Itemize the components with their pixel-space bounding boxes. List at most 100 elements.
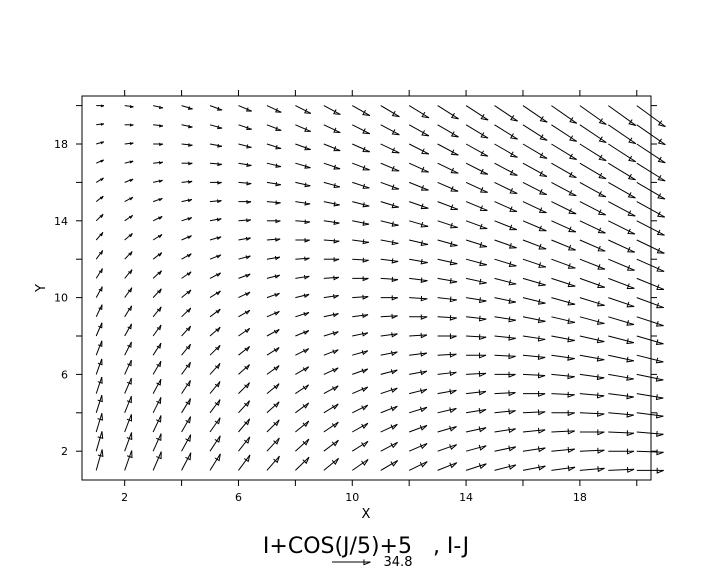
- vector-arrow: [95, 449, 103, 471]
- y-tick-label: 6: [61, 368, 68, 381]
- vector-arrow: [551, 201, 577, 215]
- vector-arrow-head: [391, 350, 398, 356]
- vector-arrow: [352, 368, 368, 375]
- vector-arrow-head: [126, 414, 133, 422]
- vector-arrow-head: [480, 113, 489, 121]
- vector-arrow: [95, 431, 103, 452]
- vector-arrow: [380, 201, 399, 208]
- vector-arrow-head: [449, 259, 458, 266]
- vector-arrow: [636, 220, 665, 236]
- vector-arrow: [466, 335, 487, 338]
- vector-arrow-head: [508, 334, 516, 341]
- vector-arrow: [522, 181, 548, 195]
- vector-arrow-head: [304, 256, 310, 262]
- y-tick-label: 10: [54, 292, 68, 305]
- vector-arrow-head: [217, 199, 222, 204]
- vector-arrow: [522, 316, 546, 322]
- vector-arrow: [494, 201, 518, 213]
- vector-arrow: [238, 162, 252, 166]
- vector-arrow-head: [274, 274, 281, 279]
- vector-arrow: [152, 433, 162, 452]
- vector-arrow: [437, 371, 457, 375]
- vector-arrow-head: [420, 351, 428, 357]
- vector-arrow-head: [421, 130, 430, 137]
- vector-arrow-head: [245, 236, 251, 241]
- vector-arrow-head: [596, 337, 605, 344]
- vector-arrow-head: [419, 406, 428, 413]
- vector-arrow: [323, 331, 339, 337]
- vector-arrow: [209, 417, 221, 433]
- vector-arrow-head: [156, 451, 162, 460]
- vector-arrow-head: [303, 348, 310, 354]
- vector-arrow: [437, 297, 457, 301]
- vector-arrow-head: [627, 246, 635, 253]
- vector-arrow-head: [391, 332, 398, 338]
- vector-arrow: [522, 354, 546, 358]
- vector-arrow: [494, 258, 517, 267]
- vector-arrow-head: [567, 446, 576, 453]
- vector-arrow: [522, 143, 548, 159]
- vector-arrow-head: [216, 236, 222, 241]
- vector-arrow: [152, 451, 162, 471]
- vector-arrow-head: [509, 169, 518, 176]
- vector-arrow: [494, 391, 516, 395]
- vector-arrow-head: [539, 116, 548, 123]
- vector-arrow: [323, 385, 339, 395]
- vector-arrow: [608, 220, 636, 235]
- vector-arrow: [409, 239, 429, 245]
- vector-arrow-head: [273, 401, 280, 408]
- vector-arrow-head: [508, 463, 517, 470]
- vector-arrow: [380, 143, 400, 154]
- x-tick-label: 2: [121, 491, 128, 504]
- vector-arrow-head: [391, 202, 399, 209]
- vector-arrow: [608, 393, 634, 398]
- vector-arrow-head: [304, 182, 311, 188]
- vector-arrow: [352, 239, 369, 243]
- vector-arrow: [494, 124, 518, 140]
- vector-arrow-head: [478, 297, 487, 304]
- vector-arrow-head: [361, 331, 369, 337]
- vector-arrow-head: [215, 326, 221, 333]
- vector-arrow-head: [275, 219, 281, 224]
- vector-arrow-head: [98, 304, 103, 311]
- vector-arrow-head: [419, 425, 428, 431]
- vector-arrow: [522, 277, 546, 286]
- vector-arrow: [494, 220, 517, 231]
- vector-arrow-head: [303, 293, 310, 298]
- vector-arrow: [209, 453, 221, 471]
- vector-arrow: [124, 396, 132, 413]
- vector-arrow-head: [100, 177, 104, 182]
- vector-arrow-head: [188, 143, 193, 147]
- vector-arrow-head: [627, 192, 636, 199]
- vector-arrow-head: [508, 316, 516, 323]
- vector-arrow-head: [509, 133, 518, 140]
- vector-arrow-head: [391, 110, 400, 118]
- vector-arrow-head: [99, 213, 104, 219]
- vector-arrow: [181, 271, 192, 279]
- vector-arrow-head: [450, 222, 458, 229]
- vector-arrow: [608, 412, 634, 416]
- vector-arrow: [465, 239, 488, 248]
- vector-arrow-head: [362, 202, 370, 208]
- vector-arrow-head: [479, 278, 487, 285]
- vector-arrow: [494, 316, 516, 321]
- vector-arrow-head: [275, 163, 282, 168]
- vector-arrow-head: [188, 124, 193, 129]
- vector-arrow-head: [656, 266, 665, 272]
- vector-arrow-head: [539, 170, 548, 177]
- reference-vector: [332, 559, 371, 566]
- vector-arrow: [209, 236, 222, 241]
- vector-arrow-head: [479, 187, 488, 193]
- vector-arrow: [124, 178, 134, 183]
- vector-arrow-head: [628, 137, 636, 145]
- vector-arrow: [636, 143, 666, 164]
- vector-arrow-head: [274, 108, 282, 113]
- vector-arrow: [465, 277, 487, 284]
- vector-arrow: [522, 429, 546, 433]
- vector-arrow: [579, 258, 606, 270]
- vector-arrow-head: [361, 368, 369, 374]
- vector-arrow: [636, 297, 664, 309]
- vector-arrow-head: [628, 155, 636, 163]
- vector-arrow-head: [479, 205, 488, 211]
- vector-arrow-head: [449, 278, 458, 284]
